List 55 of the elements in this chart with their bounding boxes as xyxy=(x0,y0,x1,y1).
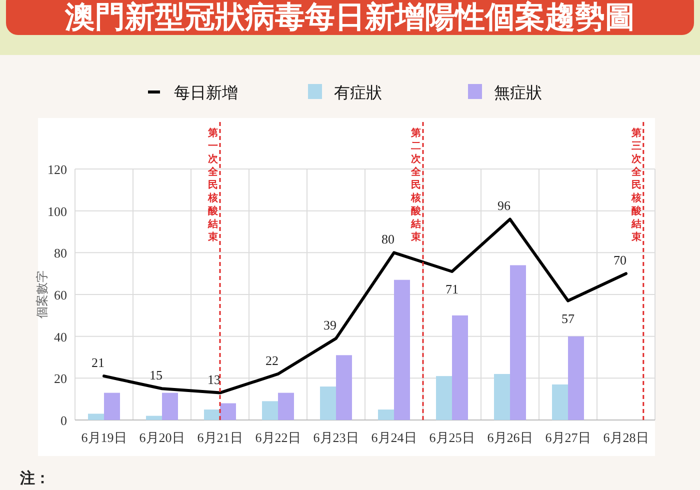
data-label: 21 xyxy=(92,355,104,370)
x-tick-label: 6月26日 xyxy=(487,430,533,445)
text: 第二次全民核酸結束 xyxy=(411,128,421,243)
y-tick-label: 120 xyxy=(48,162,67,177)
x-tick-label: 6月23日 xyxy=(313,430,359,445)
y-tick-label: 80 xyxy=(54,246,67,261)
bar xyxy=(452,315,468,420)
data-label: 96 xyxy=(498,198,511,214)
x-tick-label: 6月19日 xyxy=(81,430,127,445)
y-tick-label: 100 xyxy=(48,204,67,219)
y-axis-title: 個案數字 xyxy=(35,270,49,318)
bar xyxy=(494,374,510,420)
bar xyxy=(162,392,178,420)
bar xyxy=(104,392,120,420)
y-tick-label: 40 xyxy=(54,329,67,344)
data-label: 57 xyxy=(562,310,575,326)
bar xyxy=(568,336,584,420)
bar xyxy=(436,376,452,420)
bar xyxy=(262,401,278,420)
legend-label: 有症狀 xyxy=(334,83,382,102)
data-label: 80 xyxy=(382,232,394,247)
data-label: 39 xyxy=(324,317,336,332)
bar xyxy=(320,386,336,420)
y-tick-label: 20 xyxy=(54,371,67,386)
line-series xyxy=(102,218,628,394)
x-tick-label: 6月27日 xyxy=(545,430,591,445)
x-tick-label: 6月21日 xyxy=(197,430,243,445)
data-label: 70 xyxy=(614,252,626,268)
chart-title: 澳門新型冠狀病毒每日新增陽性個案趨勢圖 xyxy=(64,0,635,35)
bar xyxy=(278,392,294,420)
bar xyxy=(336,355,352,420)
bar xyxy=(220,403,236,420)
bar xyxy=(510,265,526,420)
data-label: 71 xyxy=(446,281,458,296)
data-label: 13 xyxy=(208,372,220,387)
y-tick-label: 0 xyxy=(60,413,67,428)
data-label: 22 xyxy=(266,352,278,368)
x-tick-label: 6月25日 xyxy=(429,430,475,445)
x-tick-label: 6月20日 xyxy=(139,430,185,445)
x-tick-label: 6月24日 xyxy=(371,430,417,445)
text: 第一次全民核酸結束 xyxy=(208,128,218,243)
bar xyxy=(378,410,394,420)
text: 注： xyxy=(19,469,50,487)
text: 第三次全民核酸結束 xyxy=(631,128,642,243)
bar xyxy=(552,384,568,420)
bar xyxy=(204,410,220,420)
y-tick-label: 60 xyxy=(54,288,67,302)
legend-label: 無症狀 xyxy=(494,83,542,102)
bar xyxy=(88,414,104,420)
data-label: 15 xyxy=(150,368,162,383)
x-tick-label: 6月28日 xyxy=(603,430,649,445)
bar xyxy=(394,280,410,420)
bar xyxy=(146,416,162,420)
legend-label: 每日新增 xyxy=(174,83,238,102)
x-tick-label: 6月22日 xyxy=(255,430,301,445)
